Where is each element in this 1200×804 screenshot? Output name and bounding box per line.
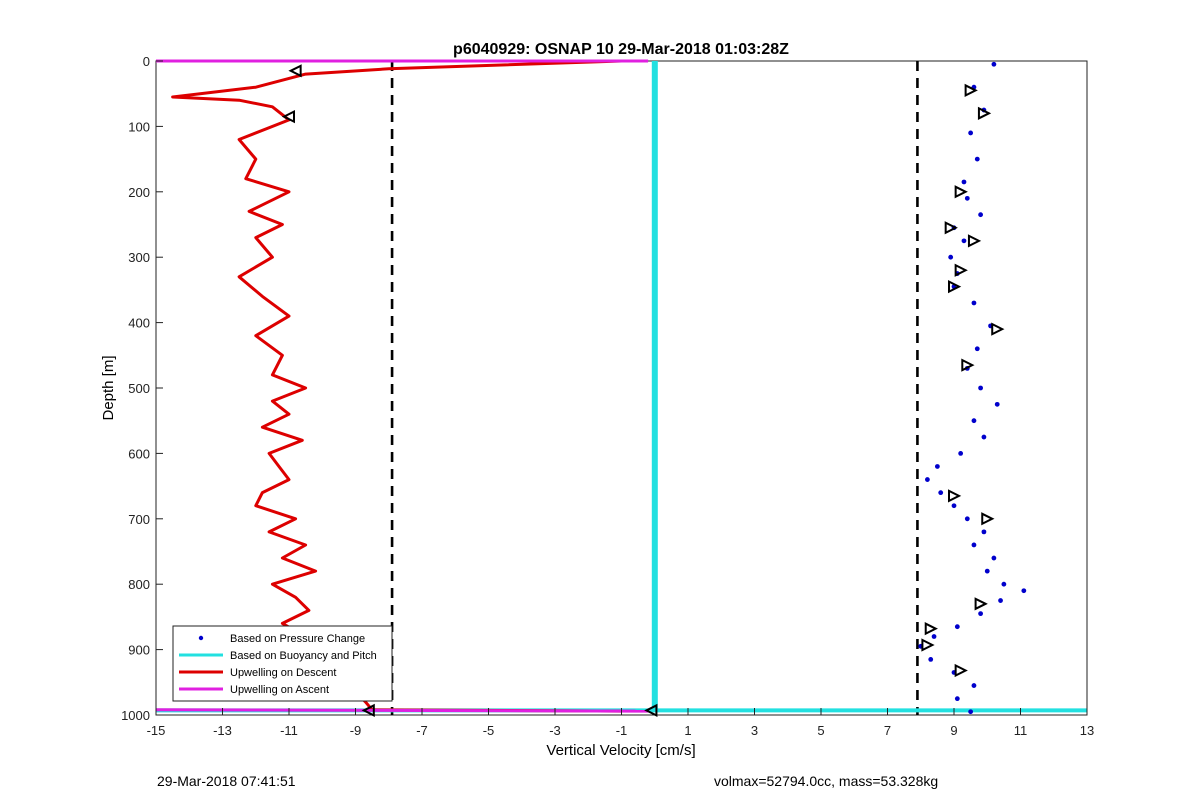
y-tick-label: 100 (128, 119, 150, 134)
axis-ticks: -15 -13 -11 -9 -7 -5 -3 -1 1 3 5 7 9 11 13010020030040… (121, 54, 1094, 738)
y-tick-label: 900 (128, 643, 150, 658)
descent-marker (288, 64, 302, 78)
legend-label: Based on Pressure Change (230, 633, 365, 645)
pressure-point (981, 529, 987, 535)
ascent-marker (924, 622, 938, 636)
ascent-marker (944, 221, 958, 235)
pressure-point (954, 696, 960, 702)
pressure-point (958, 451, 964, 456)
y-tick-label: 1000 (121, 708, 150, 723)
pressure-point (994, 401, 1000, 407)
pressure-point (968, 130, 974, 136)
x-tick-label: -1 (616, 723, 628, 738)
ascent-marker (961, 358, 975, 372)
x-tick-label: -11 (280, 723, 298, 738)
plot-background (156, 61, 1087, 715)
pressure-point (961, 179, 967, 185)
pressure-point (971, 418, 977, 424)
y-tick-label: 300 (128, 250, 150, 265)
pressure-point (968, 709, 974, 715)
x-tick-label: -13 (213, 723, 232, 738)
x-tick-label: 3 (751, 723, 758, 738)
y-tick-label: 400 (128, 316, 150, 331)
descent-line (171, 59, 622, 713)
x-tick-label: -5 (483, 723, 495, 738)
plot-frame (155, 60, 1088, 716)
ascent-marker (921, 638, 935, 652)
ascent-marker (991, 322, 1005, 336)
ascent-marker (954, 185, 968, 199)
pressure-point (928, 657, 934, 662)
legend-label: Upwelling on Ascent (230, 684, 329, 696)
x-tick-label: 13 (1080, 723, 1094, 738)
pressure-point (954, 624, 960, 630)
pressure-point (974, 346, 980, 352)
legend-label: Based on Buoyancy and Pitch (230, 650, 377, 662)
x-tick-label: 9 (950, 723, 957, 738)
footer-timestamp: 29-Mar-2018 07:41:51 (157, 773, 296, 789)
legend-swatch-pressure (198, 635, 204, 641)
legend-label: Upwelling on Descent (230, 667, 336, 679)
pressure-point (978, 212, 983, 218)
depth-velocity-plot: p6040929: OSNAP 10 29-Mar-2018 01:03:28Z… (100, 41, 1094, 759)
x-tick-label: 7 (884, 723, 891, 738)
ascent-line (155, 708, 649, 713)
pressure-point (991, 61, 997, 67)
ascent-marker (954, 663, 968, 678)
pressure-point (971, 300, 977, 306)
x-tick-label: -3 (549, 723, 561, 738)
pressure-point (934, 464, 940, 469)
series-layer (155, 59, 1087, 718)
pressure-point (951, 503, 957, 509)
y-tick-label: 200 (128, 185, 150, 200)
pressure-point (961, 238, 967, 244)
ascent-marker (948, 280, 962, 294)
x-axis-label: Vertical Velocity [cm/s] (546, 742, 695, 759)
descent-marker (644, 703, 658, 718)
ascent-marker (974, 597, 988, 611)
y-tick-label: 700 (128, 512, 150, 527)
ascent-marker (954, 263, 968, 277)
pressure-point (925, 477, 930, 482)
pressure-point (998, 598, 1003, 603)
x-tick-label: -9 (350, 723, 362, 738)
pressure-point (978, 385, 983, 391)
footer-ballast-info: volmax=52794.0cc, mass=53.328kg (714, 773, 939, 789)
y-tick-label: 0 (143, 54, 150, 69)
pressure-point (1001, 581, 1007, 587)
ascent-marker (981, 512, 995, 526)
x-tick-label: 11 (1014, 723, 1028, 738)
descent-marker (361, 703, 375, 718)
descent-marker (281, 109, 295, 124)
x-tick-label: 1 (684, 723, 691, 738)
x-tick-label: 5 (817, 723, 824, 738)
y-tick-label: 500 (128, 381, 150, 396)
ascent-marker (977, 106, 992, 120)
pressure-point (1021, 588, 1027, 594)
pressure-point (964, 516, 970, 522)
ascent-marker (967, 234, 982, 248)
pressure-point (978, 611, 983, 617)
ascent-marker (948, 489, 962, 503)
x-tick-label: -7 (416, 723, 428, 738)
pressure-point (981, 434, 987, 440)
pressure-point (931, 634, 937, 639)
pressure-point (938, 490, 944, 496)
y-axis-label: Depth [m] (100, 355, 117, 420)
y-tick-label: 600 (128, 446, 150, 461)
chart-legend: Based on Pressure Change Based on Buoyanc… (172, 625, 393, 702)
ascent-marker (964, 83, 978, 98)
y-tick-label: 800 (128, 577, 150, 592)
pressure-point (964, 195, 970, 201)
pressure-point (971, 683, 977, 688)
pressure-point (991, 555, 997, 561)
x-tick-label: -15 (147, 723, 166, 738)
pressure-point (974, 156, 980, 162)
pressure-point (971, 542, 977, 548)
pressure-point (948, 254, 954, 260)
chart-title: p6040929: OSNAP 10 29-Mar-2018 01:03:28Z (453, 41, 789, 58)
pressure-point (984, 568, 990, 574)
